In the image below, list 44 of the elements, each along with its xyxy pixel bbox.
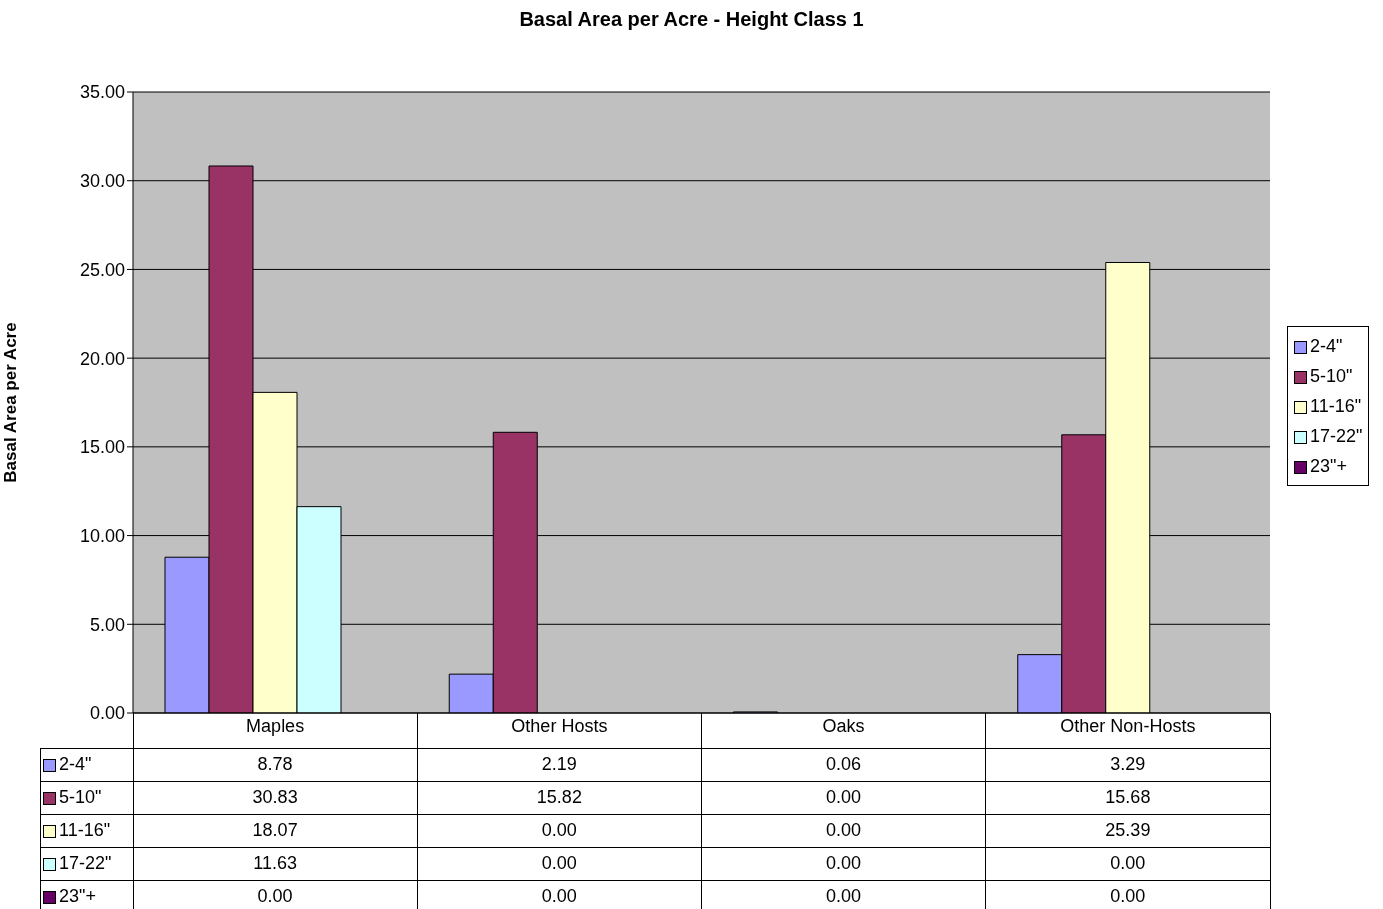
data-label: 0.00 bbox=[417, 880, 702, 909]
data-label: 0.00 bbox=[701, 781, 986, 814]
data-label: 18.07 bbox=[133, 814, 418, 847]
y-tick-label: 35.00 bbox=[79, 82, 125, 103]
text: 5-10" bbox=[1310, 366, 1353, 386]
y-tick-label: 5.00 bbox=[89, 614, 125, 635]
data-label: 2.19 bbox=[417, 748, 702, 781]
data-label: 30.83 bbox=[133, 781, 418, 814]
legend-label: 11-16" bbox=[1309, 395, 1363, 418]
data-label: 0.00 bbox=[133, 880, 418, 909]
text: 11-16" bbox=[59, 820, 111, 840]
y-tick-label: 20.00 bbox=[79, 348, 125, 369]
data-label: 15.82 bbox=[417, 781, 702, 814]
data-label: 0.00 bbox=[701, 814, 986, 847]
chart-title: Basal Area per Acre - Height Class 1 bbox=[518, 8, 865, 31]
y-tick-label: 0.00 bbox=[89, 703, 125, 724]
y-tick-label: 10.00 bbox=[79, 525, 125, 546]
data-label: 0.00 bbox=[417, 847, 702, 880]
x-tick-label: Other Hosts bbox=[511, 715, 608, 736]
legend-label: 23"+ bbox=[1309, 455, 1348, 478]
y-tick-label: 30.00 bbox=[79, 171, 125, 192]
y-tick-label: 15.00 bbox=[79, 437, 125, 458]
x-tick-label: Oaks bbox=[822, 715, 865, 736]
data-label: 15.68 bbox=[985, 781, 1270, 814]
data-label: 0.06 bbox=[701, 748, 986, 781]
data-label: 8.78 bbox=[133, 748, 418, 781]
data-label: 0.00 bbox=[985, 847, 1270, 880]
data-label: 0.00 bbox=[701, 880, 986, 909]
data-label: 3.29 bbox=[985, 748, 1270, 781]
legend-label: 2-4" bbox=[40, 748, 133, 781]
x-tick-label: Other Non-Hosts bbox=[1060, 715, 1196, 736]
text: 17-22" bbox=[1310, 426, 1363, 446]
data-label: 0.00 bbox=[985, 880, 1270, 909]
text: 2-4" bbox=[1310, 336, 1343, 356]
legend-label: 5-10" bbox=[40, 781, 133, 814]
data-label: 25.39 bbox=[985, 814, 1270, 847]
y-tick-label: 25.00 bbox=[79, 259, 125, 280]
data-label: 0.00 bbox=[417, 814, 702, 847]
legend-label: 17-22" bbox=[40, 847, 133, 880]
y-axis-title: Basal Area per Acre bbox=[1, 322, 21, 483]
data-label: 0.00 bbox=[701, 847, 986, 880]
text: 23"+ bbox=[59, 886, 96, 906]
x-tick-label: Maples bbox=[246, 715, 305, 736]
data-label: 11.63 bbox=[133, 847, 418, 880]
